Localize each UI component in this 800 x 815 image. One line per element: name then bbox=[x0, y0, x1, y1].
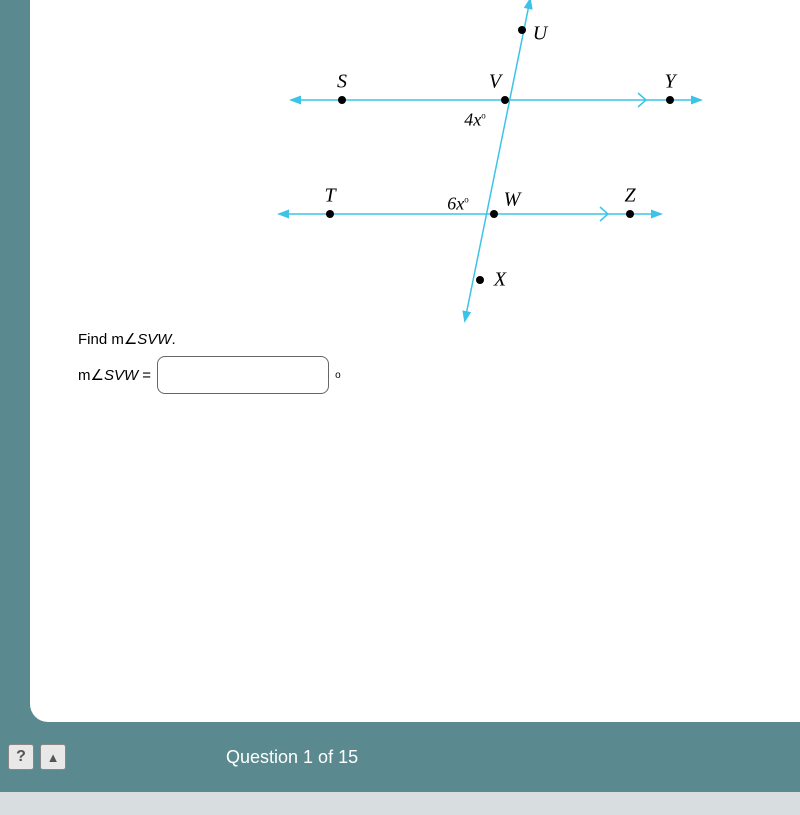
answer-row: m∠SVW = o bbox=[78, 356, 341, 394]
point-V bbox=[501, 96, 509, 104]
question-counter: Question 1 of 15 bbox=[226, 747, 358, 768]
angle-symbol: ∠ bbox=[124, 331, 137, 348]
point-U bbox=[518, 26, 526, 34]
point-S bbox=[338, 96, 346, 104]
point-label-Y: Y bbox=[664, 71, 675, 94]
point-label-V: V bbox=[489, 71, 501, 94]
answer-input[interactable] bbox=[157, 356, 329, 394]
footer-bar: ? ▲ Question 1 of 15 bbox=[0, 722, 800, 792]
diagram-svg bbox=[260, 0, 720, 320]
question-prompt: Find m∠SVW. bbox=[78, 330, 176, 348]
point-label-W: W bbox=[504, 189, 521, 212]
angle-label-0: 4xo bbox=[464, 110, 486, 131]
geometry-diagram: U S V Y T W Z X 4xo 6xo bbox=[260, 0, 720, 320]
angle-label-1: 6xo bbox=[447, 194, 469, 215]
point-T bbox=[326, 210, 334, 218]
point-label-Z: Z bbox=[624, 185, 635, 208]
help-button[interactable]: ? bbox=[8, 744, 34, 770]
point-label-T: T bbox=[324, 185, 335, 208]
warning-icon: ▲ bbox=[47, 750, 60, 765]
degree-symbol: o bbox=[335, 370, 341, 381]
prompt-prefix: Find m bbox=[78, 331, 124, 348]
app-frame: U S V Y T W Z X 4xo 6xo Find m∠SVW. m∠SVW = o ? … bbox=[0, 0, 800, 815]
bottom-strip bbox=[0, 792, 800, 815]
prompt-angle: SVW bbox=[137, 331, 171, 348]
content-panel: U S V Y T W Z X 4xo 6xo Find m∠SVW. m∠SVW = o bbox=[30, 0, 800, 722]
point-Z bbox=[626, 210, 634, 218]
point-Y bbox=[666, 96, 674, 104]
prompt-suffix: . bbox=[171, 331, 175, 348]
point-W bbox=[490, 210, 498, 218]
point-X bbox=[476, 276, 484, 284]
point-label-X: X bbox=[494, 269, 506, 292]
warning-button[interactable]: ▲ bbox=[40, 744, 66, 770]
help-icon: ? bbox=[16, 748, 26, 766]
point-label-S: S bbox=[337, 71, 347, 94]
point-label-U: U bbox=[533, 23, 547, 46]
answer-label: m∠SVW = bbox=[78, 366, 151, 384]
